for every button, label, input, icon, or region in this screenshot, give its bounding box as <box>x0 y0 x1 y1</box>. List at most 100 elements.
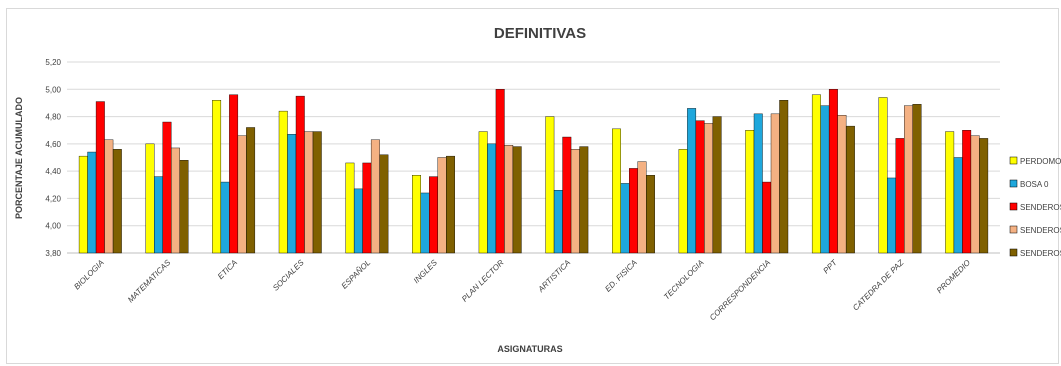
bar <box>145 143 155 254</box>
bar <box>770 113 780 254</box>
y-tick-label: 5,20 <box>45 58 61 67</box>
y-tick-label: 4,00 <box>45 222 61 231</box>
bar <box>745 130 755 254</box>
gridlines <box>67 61 1000 254</box>
legend-swatch <box>1009 179 1018 188</box>
legend-swatch <box>1009 225 1018 234</box>
chart-title: DEFINITIVAS <box>494 25 586 42</box>
bar <box>579 146 589 254</box>
bar <box>704 123 714 254</box>
bar <box>95 101 105 254</box>
bar <box>446 155 455 254</box>
bar <box>353 188 363 254</box>
bar <box>695 120 705 254</box>
bar <box>162 121 172 254</box>
bar <box>412 175 421 254</box>
bar <box>970 135 980 254</box>
y-axis-title: PORCENTAJE ACUMULADO <box>14 97 24 219</box>
bar <box>78 155 88 254</box>
y-tick-label: 4,80 <box>45 113 61 122</box>
bar <box>912 104 922 254</box>
bar <box>437 157 447 254</box>
x-category-label: PROMEDIO <box>935 258 972 295</box>
bar <box>171 147 180 254</box>
bar <box>112 149 122 254</box>
legend-label: BOSA 0 <box>1020 180 1049 189</box>
bar <box>553 190 563 254</box>
bars <box>78 89 989 254</box>
bar <box>820 105 830 254</box>
bar <box>154 176 163 254</box>
x-category-label: ETICA <box>216 258 239 281</box>
x-category-label: ED. FISICA <box>603 258 639 294</box>
bar <box>362 162 372 254</box>
y-tick-label: 4,20 <box>45 194 61 203</box>
bar <box>712 116 722 254</box>
bar <box>878 97 888 254</box>
legend-label: SENDEROS C <box>1020 203 1061 212</box>
x-category-label: PLAN LECTOR <box>460 258 506 304</box>
legend-swatch <box>1009 156 1018 165</box>
bar <box>220 181 230 254</box>
bar <box>246 127 256 254</box>
bar <box>779 99 789 254</box>
x-category-label: MATEMATICAS <box>126 258 173 305</box>
bar <box>478 131 488 254</box>
x-category-label: CATEDRA DE PAZ <box>851 257 906 312</box>
x-category-label: ARTISTICA <box>536 258 573 295</box>
bar <box>962 130 972 254</box>
bar <box>979 138 989 254</box>
bar <box>295 95 305 254</box>
y-axis-ticks: 3,80 4,00 4,20 4,40 4,60 4,80 5,00 5,20 <box>45 58 61 258</box>
bar <box>487 143 497 254</box>
bar <box>429 176 438 254</box>
bar <box>278 110 288 254</box>
bar <box>345 162 355 254</box>
x-category-label: PPT <box>821 257 839 275</box>
x-axis-title: ASIGNATURAS <box>497 344 562 354</box>
bar <box>304 131 314 254</box>
bar <box>570 149 580 254</box>
bar <box>828 89 838 254</box>
y-tick-label: 5,00 <box>45 85 61 94</box>
bar <box>811 94 821 254</box>
bar <box>612 128 621 254</box>
x-axis-categories: BIOLOGIA MATEMATICAS ETICA SOCIALES ESPAÑOL I… <box>72 257 972 322</box>
bar <box>229 94 239 254</box>
legend-label: SENDEROS J <box>1020 249 1061 258</box>
bar <box>420 192 430 254</box>
x-category-label: ESPAÑOL <box>340 258 373 291</box>
bar <box>837 115 847 254</box>
x-category-label: BIOLOGIA <box>72 258 105 291</box>
bar <box>562 136 572 254</box>
bar <box>895 138 905 254</box>
bar <box>545 116 555 254</box>
bar <box>495 89 505 254</box>
bar <box>87 151 97 254</box>
legend-label: SENDEROS P <box>1020 226 1061 235</box>
bar <box>179 160 189 254</box>
x-category-label: CORRESPONDENCIA <box>708 258 772 322</box>
y-tick-label: 4,60 <box>45 140 61 149</box>
bar <box>512 146 522 254</box>
chart-frame <box>6 8 1059 364</box>
bar <box>945 131 955 254</box>
bar <box>953 157 963 254</box>
bar <box>504 145 514 254</box>
legend-label: PERDOMO C <box>1020 157 1061 166</box>
bar <box>312 131 322 254</box>
x-category-label: INGLES <box>412 258 440 286</box>
bar <box>629 168 638 254</box>
bar <box>379 154 389 254</box>
bar <box>237 135 247 254</box>
bar <box>845 125 855 254</box>
legend-swatch <box>1009 202 1018 211</box>
bar <box>687 108 697 254</box>
bar <box>904 105 913 254</box>
x-category-label: TECNOLOGIA <box>662 258 705 301</box>
bar <box>104 139 114 254</box>
bar <box>370 139 380 254</box>
legend-swatch <box>1009 248 1018 257</box>
bar <box>678 149 688 254</box>
